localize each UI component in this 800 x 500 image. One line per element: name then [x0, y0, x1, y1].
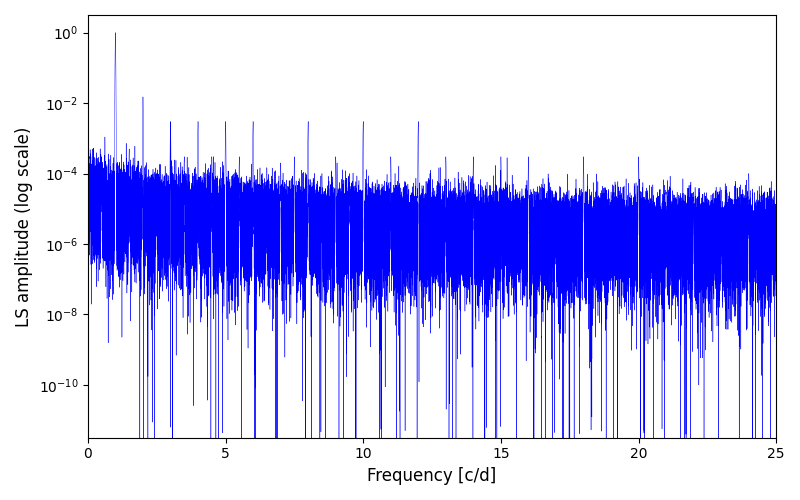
- Y-axis label: LS amplitude (log scale): LS amplitude (log scale): [15, 126, 33, 326]
- X-axis label: Frequency [c/d]: Frequency [c/d]: [367, 467, 497, 485]
